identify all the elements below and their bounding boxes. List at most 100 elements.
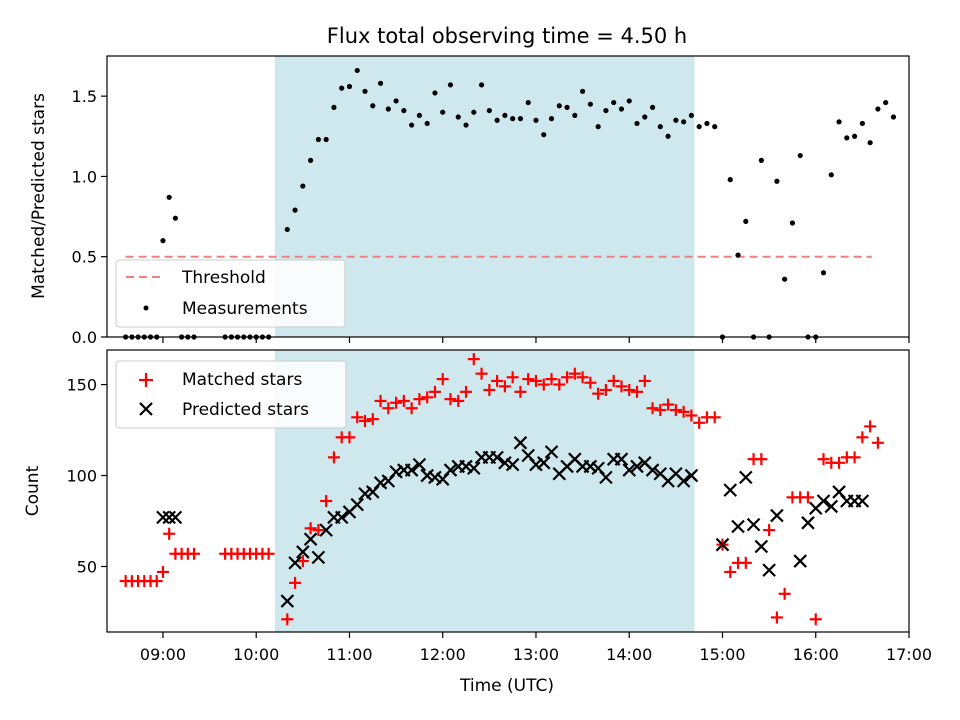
measurement-point [308,157,314,163]
matched-star-point [809,613,822,626]
measurement-point [820,270,827,276]
x-tick-label: 14:00 [606,645,652,664]
measurement-point [580,88,586,94]
matched-star-point [359,414,372,427]
matched-star-point [281,613,294,626]
y-tick-label: 50 [77,558,97,577]
plot-frame [106,349,910,633]
y-tick-label: 150 [66,376,97,395]
measurement-point [166,194,172,200]
measurement-point [642,114,648,120]
measurement-point [416,112,423,119]
predicted-star-point [630,459,644,474]
measurement-point [556,103,562,109]
measurement-point [315,136,321,143]
predicted-star-point [303,532,318,546]
matched-star-point [537,378,550,391]
matched-star-point [444,393,457,406]
measurement-point [502,112,508,119]
measurement-point [626,98,632,104]
x-tick-label: 12:00 [420,645,466,664]
matched-star-point [646,402,659,415]
matched-star-point [739,556,752,569]
legend-measurements-swatch [143,305,149,311]
matched-star-point [421,391,434,404]
measurement-point [587,101,593,107]
measurement-point [688,112,695,119]
predicted-star-point [513,436,528,450]
measurement-point [440,109,446,115]
measurement-point [424,120,430,127]
matched-star-point [460,385,473,398]
matched-star-point [677,405,690,418]
measurement-point [292,207,298,213]
matched-star-point [397,394,410,407]
matched-star-point [366,413,379,426]
y-tick-label: 0.5 [72,248,97,267]
matched-star-point [592,387,605,400]
measurement-point [828,172,834,178]
matched-star-point [607,374,620,387]
legend-matched-label: Matched stars [182,370,302,390]
matched-star-point [576,371,589,384]
matched-star-point [514,385,527,398]
measurement-point [572,112,578,119]
measurement-point [852,133,858,139]
predicted-star-point [467,461,481,476]
measurement-point [681,119,687,125]
predicted-star-point [428,470,442,485]
matched-star-point [615,380,628,393]
matched-star-point [382,402,395,415]
matched-star-point [553,378,566,391]
measurement-point [331,104,337,110]
matched-star-point [351,411,364,424]
matched-star-point [763,524,776,537]
measurement-point [665,133,671,139]
matched-star-point [262,547,275,560]
predicted-star-point [544,445,559,459]
measurement-point [533,117,539,123]
x-tick-label: 11:00 [326,645,372,664]
measurement-point [362,88,368,94]
measurement-point [657,124,663,130]
measurement-point [712,124,718,130]
predicted-star-point [319,523,333,537]
predicted-star-point [622,463,637,477]
matched-star-point [778,587,791,600]
matched-star-point [662,398,675,411]
legend-predicted-swatch [139,402,153,416]
matched-star-point [327,451,340,464]
matched-star-point [848,451,861,464]
matched-star-point [320,495,333,508]
measurement-point [541,132,547,138]
matched-star-point [724,565,737,578]
x-tick-label: 10:00 [233,645,279,664]
predicted-star-point [459,459,473,474]
measurement-point [401,107,407,114]
measurement-point [447,82,454,88]
matched-star-point [163,527,176,540]
matched-star-point [312,524,325,537]
measurement-point [517,116,524,122]
predicted-star-point [816,494,831,508]
predicted-star-point [529,457,543,472]
matched-star-point [428,385,441,398]
measurement-point [618,106,625,112]
predicted-star-point [420,468,434,483]
measurement-point [875,106,881,112]
predicted-star-point [676,474,691,488]
measurement-point [354,67,360,74]
chart-title: Flux total observing time = 4.50 h [327,24,687,48]
x-tick-label: 16:00 [793,645,839,664]
legend-predicted-label: Predicted stars [182,400,309,420]
measurement-point [673,117,679,123]
predicted-star-point [770,508,784,523]
predicted-star-point [443,463,458,477]
predicted-star-point [156,510,170,525]
measurement-point [385,106,391,112]
legend-measurements-label: Measurements [182,299,308,319]
predicted-star-point [855,494,870,508]
matched-star-point [654,404,667,417]
predicted-star-point [288,556,302,570]
matched-star-point [304,522,317,535]
